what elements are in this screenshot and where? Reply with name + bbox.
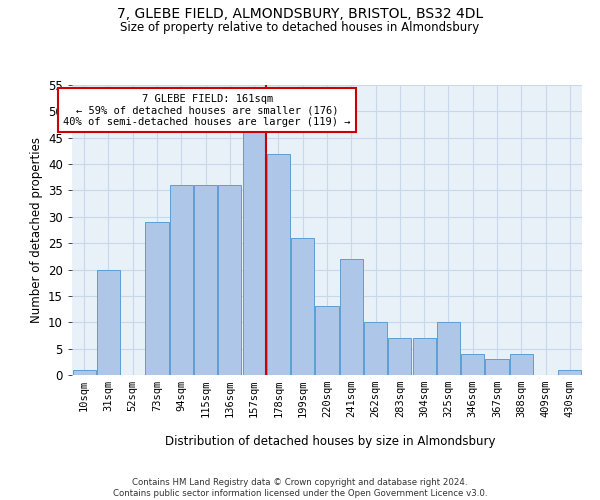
Bar (364, 322, 387, 375)
Bar (559, 370, 581, 375)
Bar (145, 222, 169, 375)
Bar (267, 154, 290, 375)
Bar (97, 270, 120, 375)
Bar (413, 338, 436, 375)
Text: 7 GLEBE FIELD: 161sqm
← 59% of detached houses are smaller (176)
40% of semi-det: 7 GLEBE FIELD: 161sqm ← 59% of detached … (64, 94, 351, 127)
Text: Size of property relative to detached houses in Almondsbury: Size of property relative to detached ho… (121, 21, 479, 34)
Bar (510, 354, 533, 375)
Y-axis label: Number of detached properties: Number of detached properties (29, 137, 43, 323)
Bar (218, 185, 241, 375)
Bar (388, 338, 412, 375)
Bar (316, 306, 338, 375)
Bar (461, 354, 484, 375)
Bar (242, 112, 266, 375)
Bar (485, 359, 509, 375)
Text: 7, GLEBE FIELD, ALMONDSBURY, BRISTOL, BS32 4DL: 7, GLEBE FIELD, ALMONDSBURY, BRISTOL, BS… (117, 8, 483, 22)
Bar (340, 259, 363, 375)
Bar (437, 322, 460, 375)
Text: Contains HM Land Registry data © Crown copyright and database right 2024.
Contai: Contains HM Land Registry data © Crown c… (113, 478, 487, 498)
Bar (194, 185, 217, 375)
Text: Distribution of detached houses by size in Almondsbury: Distribution of detached houses by size … (165, 435, 495, 448)
Bar (73, 370, 95, 375)
Bar (170, 185, 193, 375)
Bar (291, 238, 314, 375)
